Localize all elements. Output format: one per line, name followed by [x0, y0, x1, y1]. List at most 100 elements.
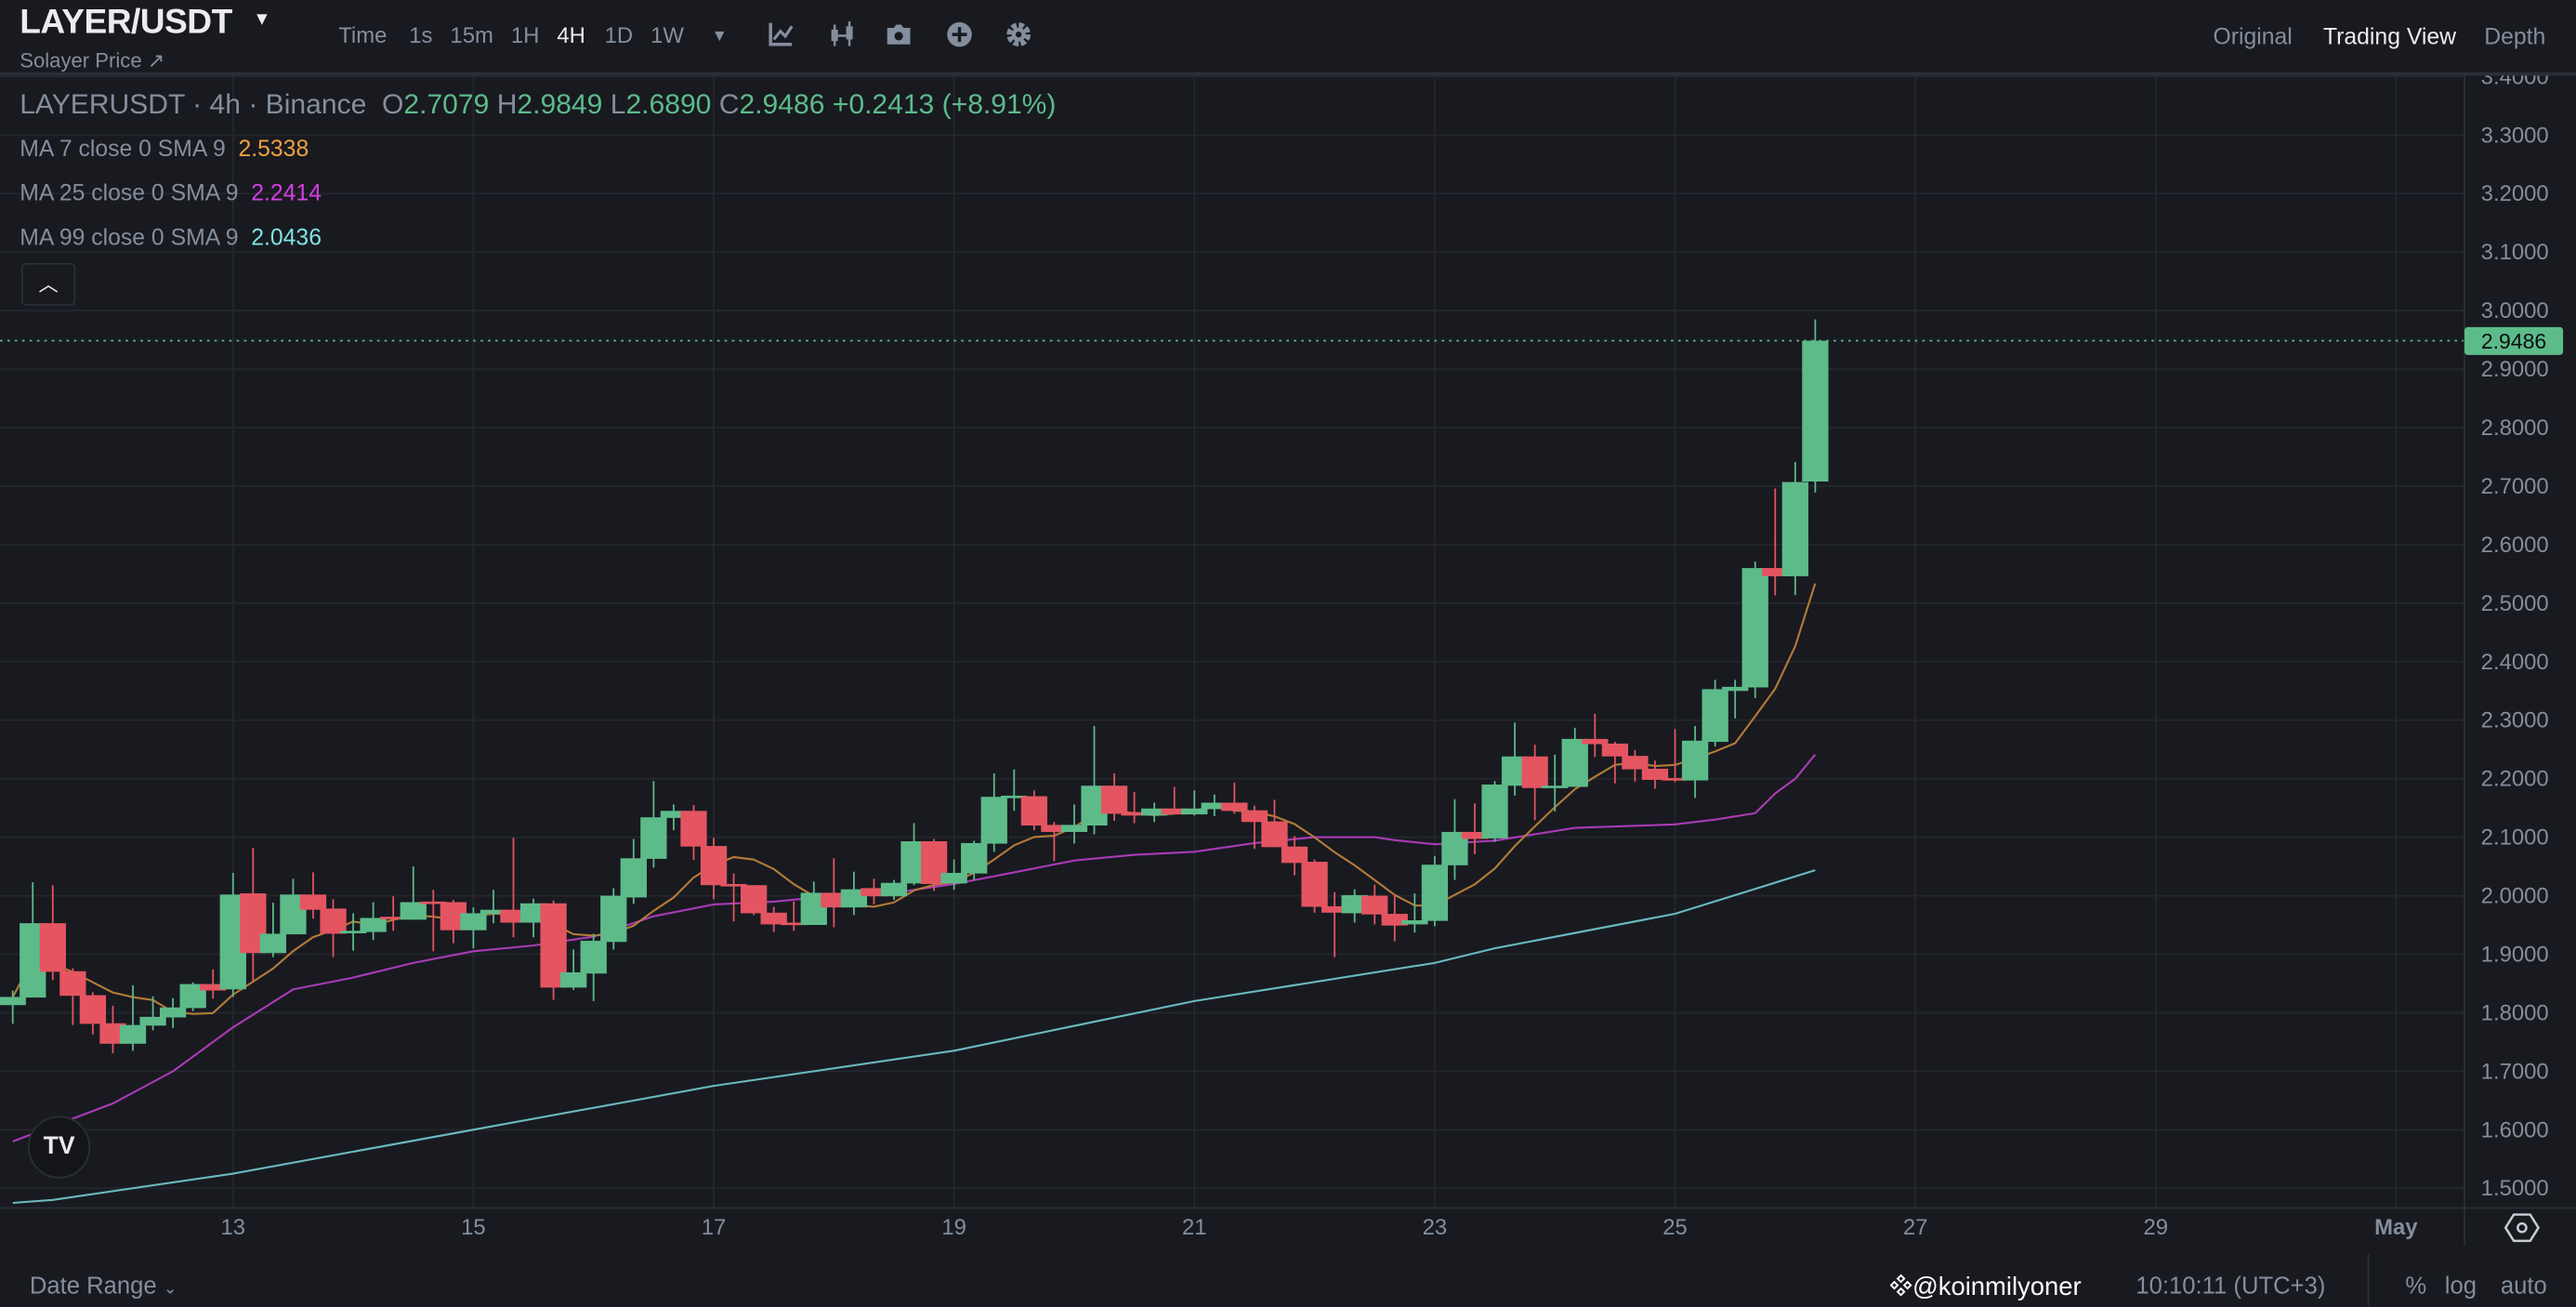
candle-body	[1762, 568, 1789, 576]
price-tick-label: 3.0000	[2481, 298, 2549, 323]
change-value: +0.2413 (+8.91%)	[832, 88, 1057, 121]
candle-up	[1802, 319, 1829, 493]
price-tick-label: 3.3000	[2481, 123, 2549, 148]
ma7-legend[interactable]: MA 7 close 0 SMA 9 2.5338	[20, 135, 309, 161]
price-tick-label: 1.5000	[2481, 1176, 2549, 1201]
candle-body	[99, 1023, 126, 1044]
price-axis: 1.5000 1.6000 1.7000 1.8000 1.9000 2.0000 2.10…	[2481, 75, 2549, 1201]
candle-body	[1722, 686, 1749, 692]
view-original-tab[interactable]: Original	[2213, 22, 2293, 50]
high-value: 2.9849	[517, 88, 603, 121]
candle-up	[640, 781, 667, 868]
candle-body	[1221, 802, 1248, 812]
indicators-icon[interactable]	[766, 20, 795, 49]
candle-up	[400, 866, 427, 920]
candle-up	[580, 933, 607, 1001]
auto-scale-toggle[interactable]: auto	[2500, 1274, 2547, 1300]
candle-body	[781, 922, 808, 926]
open-value: 2.7079	[403, 88, 490, 121]
symbol-subtitle-link[interactable]: Solayer Price ↗	[20, 49, 165, 73]
candle-body	[1641, 768, 1669, 780]
candle-up	[1481, 781, 1508, 842]
candle-up	[1681, 726, 1709, 799]
candle-up	[159, 997, 187, 1028]
log-scale-toggle[interactable]: log	[2444, 1274, 2477, 1300]
candle-body	[139, 1016, 166, 1026]
view-trading-view-tab[interactable]: Trading View	[2322, 22, 2457, 50]
percent-scale-toggle[interactable]: %	[2405, 1274, 2427, 1300]
candle-down	[320, 899, 347, 957]
candle-down	[1241, 805, 1268, 850]
interval-time[interactable]: Time	[338, 22, 388, 48]
candle-body	[480, 909, 507, 915]
collapse-legend-button[interactable]: ︿	[20, 262, 76, 306]
candle-body	[1281, 846, 1308, 864]
candle-body	[360, 918, 387, 932]
view-depth-tab[interactable]: Depth	[2484, 22, 2546, 50]
candle-body	[1702, 689, 1728, 743]
ma25-legend[interactable]: MA 25 close 0 SMA 9 2.2414	[20, 179, 322, 205]
candle-body	[1582, 738, 1609, 745]
candle-body	[1041, 825, 1068, 832]
candle-up	[560, 949, 587, 990]
candle-down	[79, 992, 107, 1035]
candle-down	[1221, 783, 1248, 814]
camera-icon[interactable]	[884, 20, 913, 49]
low-value: 2.6890	[625, 88, 712, 121]
interval-4h[interactable]: 4H	[557, 22, 585, 48]
date-range-label: Date Range	[29, 1274, 157, 1300]
candle-body	[1001, 795, 1028, 799]
candle-up	[139, 996, 166, 1031]
candle-up	[620, 838, 647, 904]
candle-up	[961, 840, 988, 880]
ohlc-legend: LAYERUSDT · 4h · Binance O2.7079 H2.9849…	[20, 88, 1056, 121]
candle-down	[760, 906, 787, 932]
time-tick-label: 23	[1423, 1215, 1448, 1240]
legend-symbol: LAYERUSDT · 4h · Binance	[20, 88, 367, 121]
candles	[0, 319, 1829, 1053]
interval-1d[interactable]: 1D	[604, 22, 634, 48]
ma99-legend[interactable]: MA 99 close 0 SMA 9 2.0436	[20, 223, 322, 249]
candle-body	[1781, 482, 1808, 576]
price-tick-label: 2.2000	[2481, 767, 2549, 792]
time-tick-label: 21	[1182, 1215, 1207, 1240]
price-tick-label: 3.4000	[2481, 75, 2549, 89]
candle-down	[1281, 836, 1308, 876]
price-tick-label: 2.7000	[2481, 474, 2549, 499]
date-range-button[interactable]: Date Range ⌄	[30, 1274, 177, 1300]
candle-up	[259, 903, 287, 957]
more-intervals-dropdown-icon[interactable]: ▼	[711, 28, 729, 46]
interval-1h[interactable]: 1H	[510, 22, 540, 48]
candlestick-chart[interactable]: 1.5000 1.6000 1.7000 1.8000 1.9000 2.0000 2.10…	[0, 75, 2576, 1250]
candle-down	[1641, 760, 1669, 789]
interval-1w[interactable]: 1W	[651, 22, 684, 48]
candle-body	[1341, 894, 1368, 914]
candle-down	[420, 890, 447, 952]
tradingview-logo-icon[interactable]: TV	[28, 1116, 91, 1179]
candle-down	[1521, 745, 1548, 821]
gear-icon[interactable]	[1004, 20, 1033, 49]
candle-body	[1481, 784, 1508, 838]
candle-up	[0, 990, 26, 1024]
interval-15m[interactable]: 15m	[450, 22, 493, 48]
symbol-dropdown-caret-icon[interactable]: ▼	[253, 9, 271, 30]
candle-body	[1401, 919, 1428, 925]
candle-body	[1381, 914, 1408, 926]
candle-body	[560, 972, 587, 988]
candle-up	[1702, 680, 1728, 747]
axis-settings-icon[interactable]	[2504, 1209, 2541, 1246]
plus-circle-icon[interactable]	[945, 20, 975, 49]
candle-up	[1781, 462, 1808, 596]
candle-up	[1421, 855, 1449, 927]
symbol-title[interactable]: LAYER/USDT	[20, 3, 232, 42]
candle-up	[980, 773, 1007, 852]
candle-body	[980, 797, 1007, 844]
interval-1s[interactable]: 1s	[409, 22, 433, 48]
open-label: O	[382, 88, 404, 121]
candle-body	[1361, 895, 1388, 915]
price-tick-label: 3.2000	[2481, 181, 2549, 206]
candle-body	[1521, 756, 1548, 788]
candle-down	[1381, 893, 1408, 942]
candle-body	[1261, 821, 1288, 848]
candlestick-icon[interactable]	[828, 20, 858, 49]
